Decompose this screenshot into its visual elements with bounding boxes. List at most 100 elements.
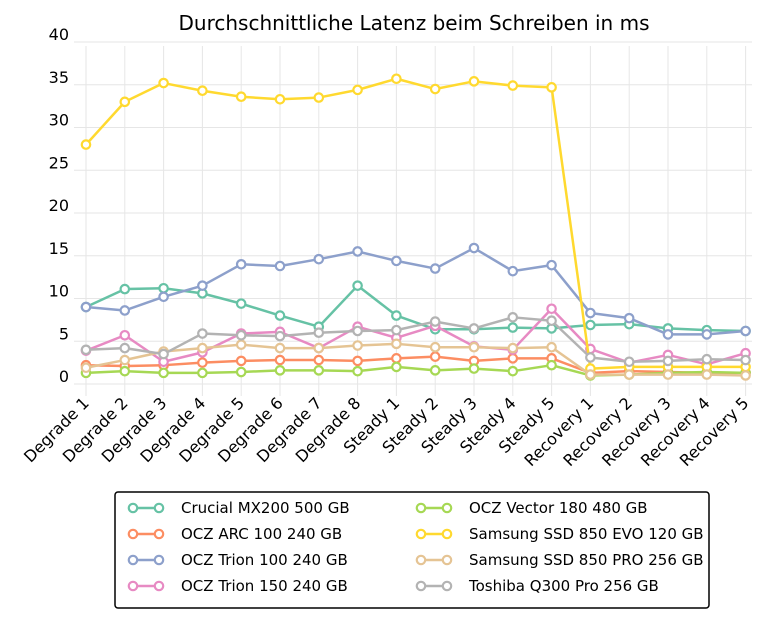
data-point (197, 280, 208, 291)
data-point (274, 354, 286, 366)
data-point (391, 361, 402, 373)
legend-marker (127, 554, 139, 566)
legend-marker (441, 554, 453, 566)
data-point (80, 362, 92, 374)
data-point (740, 325, 751, 337)
data-point (119, 96, 131, 108)
legend-marker (127, 580, 139, 592)
data-point (585, 369, 596, 380)
data-point (235, 366, 247, 378)
legend-item: Samsung SSD 850 PRO 256 GB (415, 551, 704, 569)
series-line (85, 355, 746, 375)
y-tick-label: 20 (49, 196, 69, 215)
data-point (468, 323, 480, 334)
data-point (158, 282, 169, 294)
data-point (507, 265, 519, 277)
legend-item: OCZ Trion 150 240 GB (127, 577, 348, 595)
y-tick-label: 15 (49, 239, 69, 258)
legend-label: OCZ Trion 100 240 GB (181, 551, 348, 569)
data-point (352, 355, 363, 367)
legend-label: OCZ Vector 180 480 GB (469, 499, 648, 517)
data-point (197, 367, 208, 379)
data-point (507, 322, 519, 333)
data-point (352, 246, 363, 257)
legend-marker (415, 528, 427, 540)
data-point (623, 356, 635, 368)
data-point (585, 352, 596, 363)
data-point (158, 348, 169, 360)
data-point (740, 370, 751, 381)
data-point (623, 369, 635, 380)
data-point (429, 351, 441, 362)
data-point (197, 357, 208, 368)
series-line (85, 342, 746, 377)
data-point (701, 329, 713, 340)
legend-marker (153, 528, 165, 540)
legend-marker (127, 528, 139, 540)
data-point (313, 253, 325, 265)
legend-label: Samsung SSD 850 EVO 120 GB (469, 525, 704, 543)
data-point (119, 283, 131, 295)
data-point (391, 310, 402, 321)
data-point (429, 263, 441, 274)
legend-marker (127, 502, 139, 514)
data-point (119, 342, 131, 354)
data-point (468, 363, 480, 374)
series-line (85, 77, 746, 370)
series-3 (80, 303, 751, 370)
legend-marker (441, 580, 453, 592)
y-axis: 0 5 10 15 20 25 30 35 40 (49, 25, 69, 386)
series-line (85, 307, 746, 366)
data-point (119, 354, 131, 366)
legend-label: Samsung SSD 850 PRO 256 GB (469, 551, 704, 569)
legend-label: Toshiba Q300 Pro 256 GB (468, 577, 659, 595)
data-point (119, 305, 131, 316)
data-point (313, 365, 325, 376)
legend-item: OCZ Vector 180 480 GB (415, 499, 648, 517)
data-point (313, 354, 325, 366)
data-point (391, 338, 402, 350)
data-point (158, 77, 169, 89)
series-7 (80, 312, 751, 368)
data-point (429, 365, 441, 376)
data-point (507, 312, 519, 323)
data-point (274, 260, 286, 272)
data-point (235, 339, 247, 350)
data-point (313, 92, 325, 103)
y-tick-label: 40 (49, 25, 69, 44)
series-group (80, 73, 751, 381)
legend-marker (441, 528, 453, 540)
legend-item: OCZ ARC 100 240 GB (127, 525, 342, 543)
data-point (662, 355, 674, 367)
data-point (158, 367, 169, 379)
data-point (274, 93, 286, 105)
legend-label: Crucial MX200 500 GB (181, 499, 350, 517)
legend-marker (153, 502, 165, 514)
series-line (85, 284, 746, 333)
data-point (80, 301, 92, 313)
data-point (585, 319, 596, 331)
data-point (468, 76, 480, 87)
data-point (507, 365, 519, 377)
data-point (235, 355, 247, 367)
data-point (313, 342, 325, 354)
data-point (507, 342, 519, 354)
data-point (391, 353, 402, 364)
data-point (468, 341, 480, 353)
data-point (80, 139, 92, 150)
data-point (507, 353, 519, 364)
series-line (85, 316, 746, 364)
legend-item: Crucial MX200 500 GB (127, 499, 350, 517)
legend: Crucial MX200 500 GB OCZ ARC 100 240 GB OC… (114, 491, 710, 609)
series-2 (80, 242, 751, 340)
legend-marker (415, 580, 427, 592)
data-point (80, 344, 92, 356)
legend-label: OCZ Trion 150 240 GB (181, 577, 348, 595)
data-point (274, 310, 286, 321)
data-point (352, 84, 363, 96)
data-point (197, 85, 208, 97)
data-point (352, 280, 363, 291)
data-point (197, 342, 208, 354)
legend-marker (441, 502, 453, 514)
